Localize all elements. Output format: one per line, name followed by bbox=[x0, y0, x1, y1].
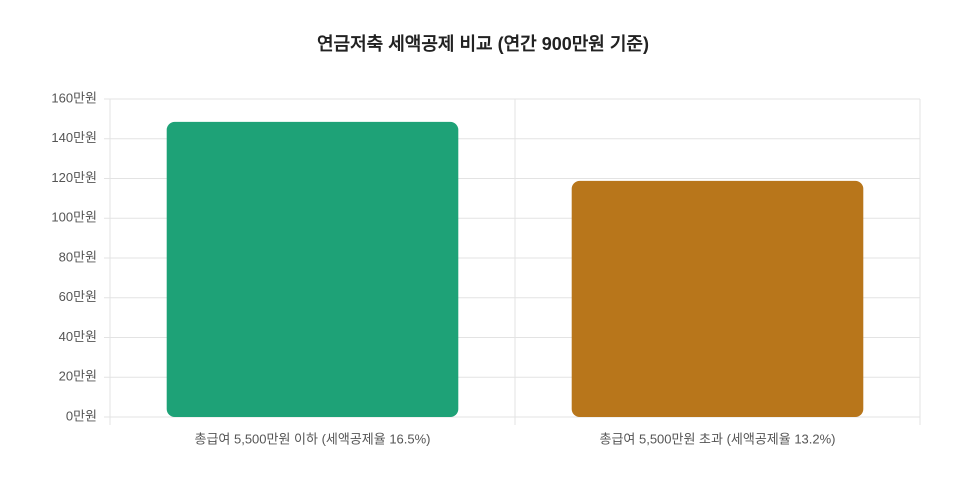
bar bbox=[166, 121, 459, 417]
chart-title: 연금저축 세액공제 비교 (연간 900만원 기준) bbox=[317, 34, 649, 54]
y-tick-label: 140만원 bbox=[51, 130, 97, 145]
y-tick-label: 20만원 bbox=[59, 369, 97, 384]
y-tick-label: 160만원 bbox=[51, 90, 97, 105]
y-tick-label: 0만원 bbox=[66, 408, 97, 423]
bar bbox=[571, 180, 864, 417]
y-tick-label: 100만원 bbox=[51, 210, 97, 225]
y-tick-label: 60만원 bbox=[59, 289, 97, 304]
x-tick-label: 총급여 5,500만원 이하 (세액공제율 16.5%) bbox=[194, 431, 430, 446]
x-tick-label: 총급여 5,500만원 초과 (세액공제율 13.2%) bbox=[599, 431, 835, 446]
y-tick-label: 120만원 bbox=[51, 170, 97, 185]
y-tick-label: 80만원 bbox=[59, 249, 97, 264]
y-tick-label: 40만원 bbox=[59, 329, 97, 344]
